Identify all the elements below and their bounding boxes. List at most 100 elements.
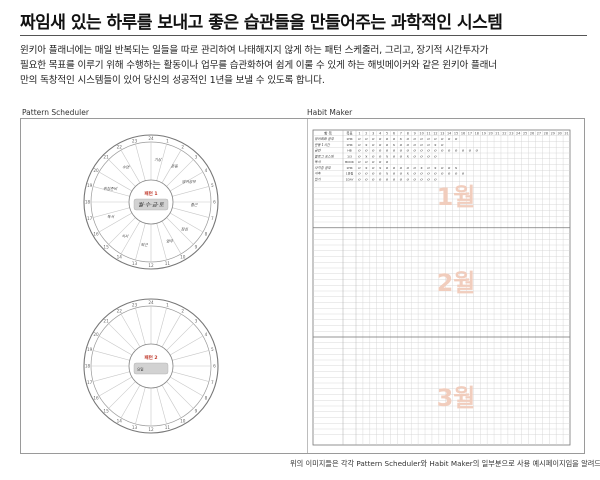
hour-line [156, 387, 167, 425]
habit-mark: x [407, 153, 410, 158]
habit-mark: o [379, 153, 382, 158]
hour-line [156, 143, 167, 181]
hour-line [166, 217, 194, 245]
habit-mark: o [455, 136, 458, 141]
hour-number: 13 [132, 261, 138, 266]
hour-line [98, 212, 133, 233]
weekday-box [133, 362, 169, 375]
hour-number: 1 [166, 302, 169, 307]
habit-mark: o [379, 171, 382, 176]
habit-mark: o [379, 148, 382, 153]
habit-mark: x [379, 165, 382, 170]
hour-line [92, 207, 130, 218]
habit-mark: o [441, 165, 444, 170]
hour-line [108, 217, 136, 245]
day-number: 28 [544, 131, 548, 135]
hour-number: 5 [211, 183, 214, 188]
day-number: 18 [475, 131, 479, 135]
hour-line [156, 223, 167, 261]
habit-mark: o [400, 142, 403, 147]
habit-goal: 1HR [346, 166, 352, 170]
habit-mark: x [421, 165, 424, 170]
hour-line [108, 323, 136, 351]
hour-line [108, 159, 136, 187]
habit-item: 일기 [315, 177, 322, 181]
pattern-dial: 24 1234567891011121314151617181920212223패… [83, 134, 219, 270]
habit-goal: 1만원 [346, 171, 354, 176]
month-label: 2월 [437, 269, 476, 297]
hour-number: 8 [205, 231, 208, 236]
habit-mark: o [407, 136, 410, 141]
schedule-note: 업무 [166, 238, 173, 243]
habit-item: 독서 [315, 160, 322, 164]
habit-mark: x [407, 171, 410, 176]
hour-number: 19 [87, 347, 93, 352]
description-line: 필요한 목표를 이루기 위해 수행하는 활동이나 업무를 습관화하여 쉽게 이룰… [20, 60, 497, 71]
habit-mark: o [386, 148, 389, 153]
description-line: 만의 독창적인 시스템들이 있어 당신의 성공적인 1년을 보낼 수 있도록 합… [20, 75, 325, 86]
habit-mark: o [372, 176, 375, 181]
hour-number: 7 [211, 216, 214, 221]
habit-mark: x [386, 153, 389, 158]
pattern-tag: 패턴 1 [144, 190, 157, 197]
habit-mark: o [358, 171, 361, 176]
hour-number: 10 [180, 255, 186, 260]
hour-number: 21 [103, 319, 109, 324]
day-number: 2 [365, 131, 367, 135]
day-number: 25 [523, 131, 527, 135]
habit-mark: o [379, 142, 382, 147]
habit-mark: o [441, 148, 444, 153]
hour-number: 20 [93, 332, 99, 337]
hour-line [161, 313, 182, 348]
hour-number: 6 [213, 200, 216, 205]
day-number: 26 [530, 131, 534, 135]
habit-mark: o [441, 171, 444, 176]
hour-number: 23 [132, 302, 138, 307]
day-number: 21 [495, 131, 499, 135]
habit-item: 금연 [315, 149, 322, 153]
habit-mark: o [434, 171, 437, 176]
habit-goal: HB [347, 149, 351, 153]
habit-mark: o [434, 153, 437, 158]
schedule-note: 식사 [121, 234, 128, 239]
habit-mark: o [393, 148, 396, 153]
habit-mark: o [434, 176, 437, 181]
habit-mark: o [358, 159, 361, 164]
pattern-scheduler-label: Pattern Scheduler [22, 108, 89, 117]
hour-number: 16 [93, 395, 99, 400]
hour-number: 17 [87, 216, 93, 221]
habit-mark: o [372, 136, 375, 141]
day-number: 23 [509, 131, 513, 135]
habit-mark: o [414, 148, 417, 153]
day-number: 5 [386, 131, 388, 135]
habit-mark: o [386, 136, 389, 141]
hour-number: 11 [165, 261, 171, 266]
habit-goal: 1DAY [346, 177, 354, 181]
hour-line [120, 149, 141, 184]
habit-mark: x [365, 165, 368, 170]
habit-grid: 항 목 목표 1 2 3 4 5 6 7 8 9 10 11 12 13 14 15 16 17 18 19 20 21 22… [312, 129, 571, 446]
header-goal: 목표 [346, 131, 352, 135]
day-number: 6 [393, 131, 395, 135]
pattern-tag: 패턴 2 [144, 354, 157, 361]
hour-number: 22 [117, 309, 123, 314]
hour-line [98, 171, 133, 192]
habit-mark: o [455, 148, 458, 153]
hour-line [172, 186, 210, 197]
habit-mark: o [386, 165, 389, 170]
habit-goal: 1HR [346, 143, 352, 147]
habit-mark: x [393, 142, 396, 147]
habit-mark: o [400, 171, 403, 176]
habit-mark: o [358, 153, 361, 158]
habit-mark: o [414, 165, 417, 170]
habit-mark: o [365, 176, 368, 181]
day-number: 15 [454, 131, 458, 135]
hour-number: 8 [205, 395, 208, 400]
hour-line [120, 220, 141, 255]
habit-mark: o [379, 176, 382, 181]
habit-mark: o [358, 142, 361, 147]
habit-mark: x [434, 165, 437, 170]
day-number: 7 [400, 131, 402, 135]
habit-mark: o [448, 148, 451, 153]
habit-goal: 1HR [346, 137, 352, 141]
